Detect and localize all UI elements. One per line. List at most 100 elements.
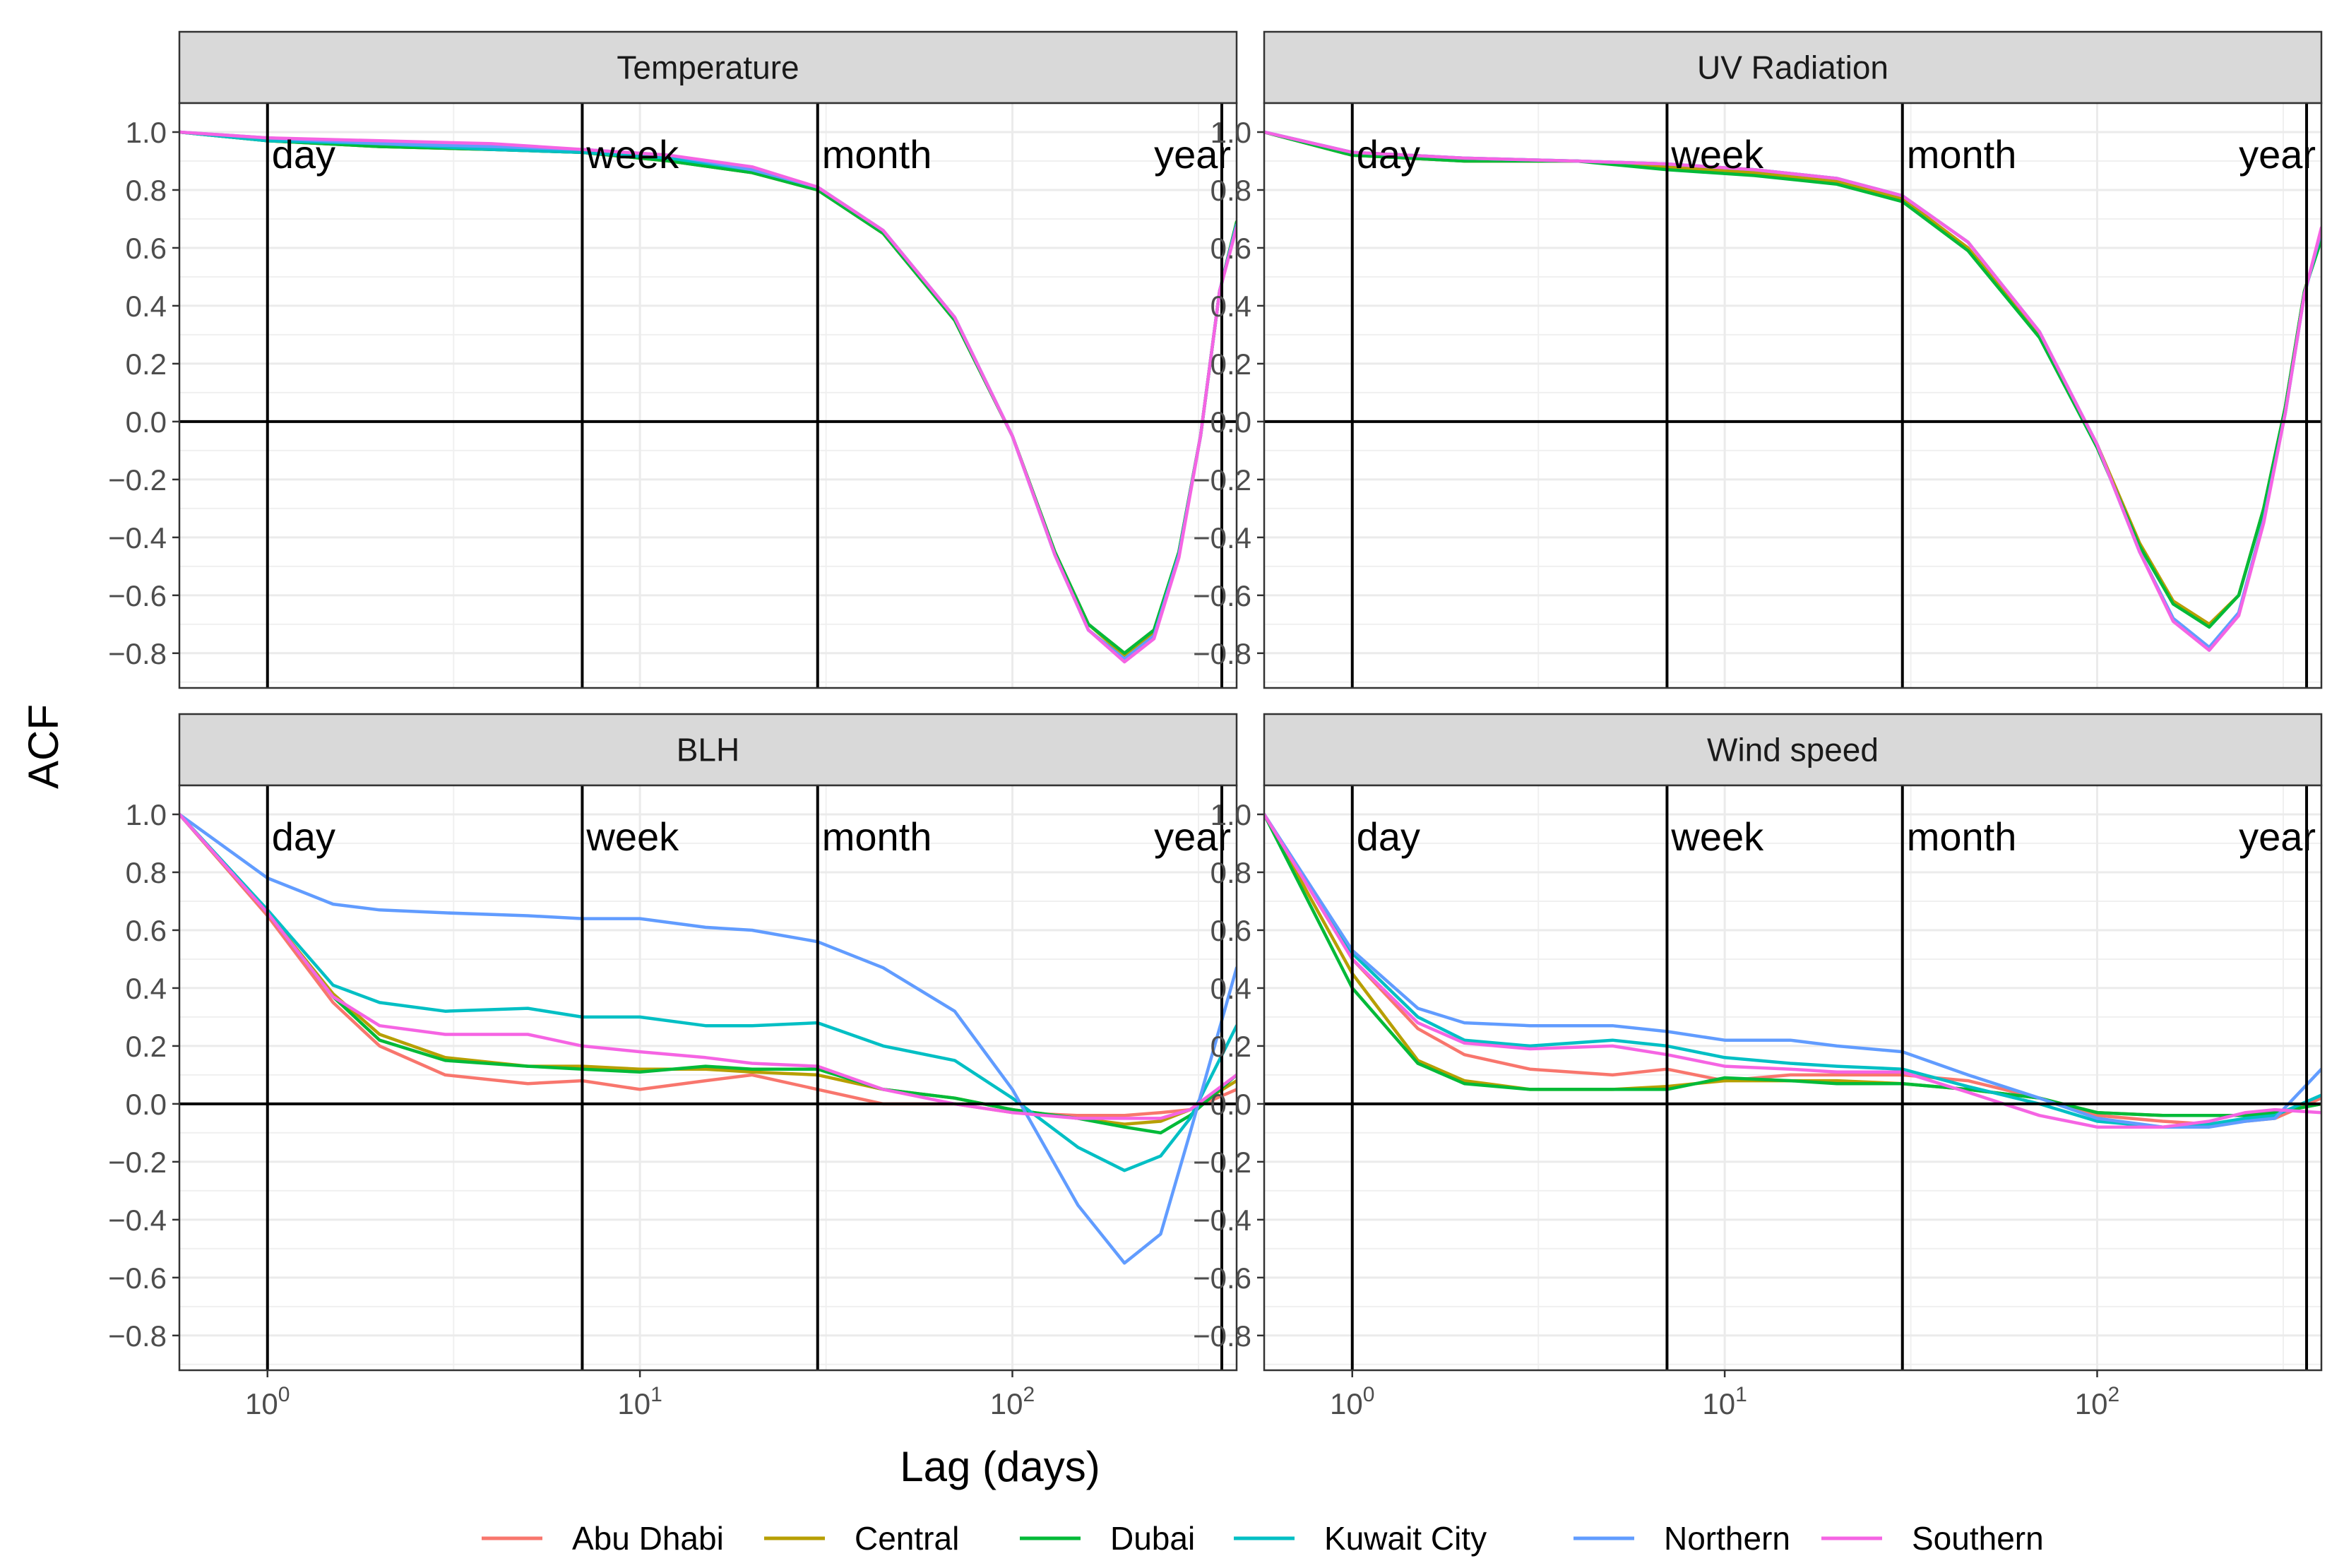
- ref-label-month: month: [1907, 814, 2017, 859]
- ref-label-month: month: [822, 814, 932, 859]
- series-line-abu-dhabi: [179, 812, 1237, 1117]
- y-tick-label: 1.0: [126, 116, 167, 149]
- ref-label-day: day: [272, 132, 335, 177]
- panel-background: [179, 785, 1237, 1370]
- legend-entry-dubai: Dubai: [1020, 1520, 1195, 1557]
- y-tick-label: 0.6: [126, 914, 167, 947]
- y-tick-label: −0.4: [1193, 1204, 1251, 1237]
- y-tick-label: −0.2: [1193, 1146, 1251, 1179]
- y-tick-label: −0.8: [1193, 1319, 1251, 1353]
- panel-border: [178, 102, 1238, 689]
- ref-label-year: year: [1154, 132, 1231, 177]
- reference-lines: [1264, 785, 2321, 1370]
- ref-label-year: year: [1154, 814, 1231, 859]
- series-line-southern: [1264, 130, 2321, 652]
- ref-label-month: month: [822, 132, 932, 177]
- panel-wind-speed: Wind speed day week month year 1.0 0.8 0.6 0.4 0.…: [1193, 713, 2323, 1420]
- legend-label: Abu Dhabi: [572, 1520, 724, 1557]
- ref-label-month: month: [1907, 132, 2017, 177]
- y-tick-label: 0.0: [1210, 1088, 1251, 1121]
- y-tick-label: 0.4: [126, 972, 167, 1005]
- y-tick-label: 0.2: [126, 1030, 167, 1063]
- series-lines: [179, 812, 1237, 1265]
- ref-label-day: day: [272, 814, 335, 859]
- y-tick-label: 0.2: [126, 348, 167, 381]
- legend: Abu Dhabi Central Dubai Kuwait City Northern…: [482, 1520, 2044, 1557]
- y-tick-label: −0.2: [108, 463, 167, 497]
- legend-label: Southern: [1912, 1520, 2044, 1557]
- y-tick-label: −0.8: [108, 1319, 167, 1353]
- panel-background: [179, 103, 1237, 688]
- legend-entry-abu-dhabi: Abu Dhabi: [482, 1520, 724, 1557]
- y-tick-label: −0.8: [1193, 637, 1251, 670]
- panel-border: [1263, 102, 2323, 689]
- series-line-southern: [179, 130, 1237, 664]
- x-axis-title: Lag (days): [900, 1443, 1100, 1490]
- series-line-dubai: [1264, 812, 2321, 1117]
- series-line-northern: [1264, 812, 2321, 1129]
- x-tick-label: 101: [1702, 1383, 1747, 1420]
- legend-entry-southern: Southern: [1821, 1520, 2044, 1557]
- y-tick-label: −0.6: [108, 579, 167, 612]
- ref-label-week: week: [1670, 814, 1764, 859]
- legend-label: Central: [855, 1520, 959, 1557]
- y-tick-label: 0.0: [1210, 405, 1251, 439]
- strip-title: Temperature: [617, 49, 799, 86]
- y-tick-label: −0.6: [108, 1261, 167, 1295]
- panel-blh: BLH day week month year 1.0 0.8 0.6 0.4 0.2 0.0 −0.…: [108, 713, 1238, 1420]
- y-tick-label: −0.2: [108, 1146, 167, 1179]
- y-tick-label: −0.2: [1193, 463, 1251, 497]
- ref-label-week: week: [585, 814, 679, 859]
- ref-label-week: week: [1670, 132, 1764, 177]
- y-tick-label: 0.0: [126, 405, 167, 439]
- y-tick-label: 0.4: [1210, 972, 1251, 1005]
- y-tick-label: −0.6: [1193, 1261, 1251, 1295]
- series-lines: [1264, 130, 2321, 652]
- y-tick-label: −0.4: [108, 521, 167, 554]
- panel-border: [178, 784, 1238, 1372]
- ref-label-year: year: [2239, 814, 2316, 859]
- y-tick-label: 0.4: [1210, 290, 1251, 323]
- legend-label: Kuwait City: [1324, 1520, 1487, 1557]
- series-line-kuwait-city: [1264, 812, 2321, 1129]
- legend-entry-central: Central: [764, 1520, 959, 1557]
- gridlines: [179, 103, 1237, 688]
- reference-lines: [179, 785, 1237, 1370]
- ref-label-day: day: [1357, 814, 1420, 859]
- series-line-kuwait-city: [179, 812, 1237, 1172]
- strip-title: BLH: [677, 732, 739, 768]
- panel-temperature: Temperature day week month year 1.0 0.8 0.6 0.4 0…: [108, 30, 1238, 689]
- strip-header: [178, 713, 1238, 787]
- legend-label: Northern: [1664, 1520, 1790, 1557]
- y-tick-label: −0.6: [1193, 579, 1251, 612]
- series-lines: [1264, 812, 2321, 1129]
- panel-uv-radiation: UV Radiation day week month year 1.0 0.8 0.6 0.4…: [1193, 30, 2323, 689]
- x-tick-label: 100: [1330, 1383, 1374, 1420]
- series-lines: [179, 130, 1237, 664]
- y-tick-label: 0.6: [1210, 232, 1251, 265]
- ref-label-year: year: [2239, 132, 2316, 177]
- y-tick-label: 0.8: [126, 174, 167, 207]
- series-line-central: [179, 812, 1237, 1126]
- y-tick-label: 1.0: [126, 798, 167, 831]
- y-tick-label: 1.0: [1210, 116, 1251, 149]
- y-tick-label: 0.6: [1210, 914, 1251, 947]
- reference-lines: [1264, 103, 2321, 688]
- y-tick-label: −0.4: [108, 1204, 167, 1237]
- x-tick-label: 102: [990, 1383, 1035, 1420]
- legend-entry-northern: Northern: [1573, 1520, 1790, 1557]
- series-line-southern: [179, 812, 1237, 1120]
- y-tick-label: 0.6: [126, 232, 167, 265]
- y-tick-label: −0.8: [108, 637, 167, 670]
- y-axis-title: ACF: [20, 704, 67, 789]
- panel-border: [1263, 784, 2323, 1372]
- y-tick-label: 0.2: [1210, 1030, 1251, 1063]
- gridlines: [179, 785, 1237, 1370]
- ref-label-day: day: [1357, 132, 1420, 177]
- y-tick-label: 1.0: [1210, 798, 1251, 831]
- legend-entry-kuwait-city: Kuwait City: [1234, 1520, 1487, 1557]
- y-tick-label: 0.8: [126, 856, 167, 889]
- x-tick-label: 101: [617, 1383, 662, 1420]
